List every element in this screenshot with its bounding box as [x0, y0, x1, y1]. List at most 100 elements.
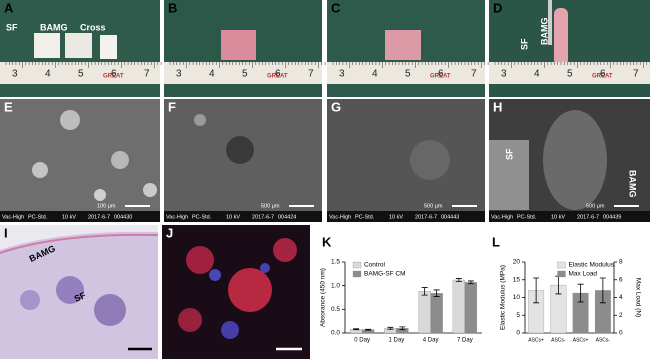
- y-tick-label: 1.5: [331, 259, 340, 266]
- x-tick-label: ASCs+: [573, 337, 589, 343]
- error-bar: [433, 289, 440, 297]
- panel-letter: K: [322, 234, 332, 249]
- ruler-number: 5: [405, 69, 411, 80]
- sem-info: 10 kV: [226, 214, 240, 220]
- sem-info: Vac-High: [329, 214, 351, 220]
- border: [0, 233, 159, 254]
- error-bar: [365, 328, 372, 331]
- bar: [430, 293, 443, 334]
- scale-label: 500 μm: [424, 203, 443, 209]
- error-bar: [421, 287, 428, 296]
- ruler-number: 7: [471, 69, 477, 80]
- error-bar: [353, 328, 360, 331]
- sem-info: Vac-High: [491, 214, 513, 220]
- annotation: SF: [504, 148, 514, 160]
- ruler-number: 3: [339, 69, 345, 80]
- cells: [186, 246, 214, 274]
- scale-label: 500 μm: [261, 203, 280, 209]
- legend-label: Control: [364, 262, 386, 269]
- ruler-number: 4: [209, 69, 215, 80]
- scale-label: 500 μm: [586, 203, 605, 209]
- ruler-number: 6: [111, 69, 117, 80]
- panel-letter: C: [331, 0, 341, 15]
- stain: [20, 290, 40, 310]
- tissue: [221, 30, 256, 60]
- sem-info: 004424: [278, 214, 296, 220]
- panel-letter: A: [4, 0, 14, 15]
- ruler-brand: GREAT: [267, 74, 288, 80]
- y-tick-label: 5: [516, 312, 520, 319]
- y-tick-label: 0: [516, 330, 520, 337]
- info-bar: [489, 211, 650, 222]
- ruler-number: 5: [78, 69, 84, 80]
- y2-tick-label: 6: [619, 276, 623, 283]
- sphere: [111, 151, 129, 169]
- panel-letter: B: [168, 0, 177, 15]
- ruler-number: 3: [176, 69, 182, 80]
- error-bar: [387, 326, 394, 330]
- sem-info: PC-Std.: [355, 214, 375, 220]
- sem-info: 10 kV: [551, 214, 565, 220]
- annotation: SF: [73, 290, 88, 304]
- x-tick-label: 4 Day: [423, 338, 439, 344]
- cells: [178, 308, 202, 332]
- y-tick-label: 0.5: [331, 306, 340, 313]
- legend-swatch: [557, 270, 566, 278]
- y-axis-label: Elastic Modulus (MPa): [500, 265, 507, 330]
- y-tick-label: 1.0: [331, 282, 340, 289]
- sphere: [194, 114, 206, 126]
- ruler-brand: GREAT: [103, 74, 124, 80]
- sem-info: 2017-6-7: [252, 214, 274, 220]
- y-tick-label: 10: [513, 294, 521, 301]
- y-tick-label: 0.0: [331, 330, 340, 337]
- pore: [226, 136, 254, 164]
- y2-tick-label: 8: [619, 259, 623, 266]
- sphere: [60, 110, 80, 130]
- annotation: SF: [519, 38, 529, 50]
- cells: [273, 238, 297, 262]
- sem-info: 2017-6-7: [88, 214, 110, 220]
- legend-swatch: [557, 261, 566, 269]
- legend-swatch: [352, 270, 362, 278]
- sem-info: Vac-High: [2, 214, 24, 220]
- ruler: [327, 62, 485, 84]
- nuclei: [209, 269, 221, 281]
- tissue: [554, 8, 568, 66]
- ruler: [0, 62, 160, 84]
- sem-image: [327, 99, 485, 222]
- info-bar: [327, 211, 485, 222]
- y2-tick-label: 0: [619, 330, 623, 337]
- ruler-number: 5: [242, 69, 248, 80]
- tissue: [385, 30, 421, 60]
- y-tick-label: 20: [513, 259, 521, 266]
- error-bar: [455, 278, 462, 282]
- ruler-number: 6: [600, 69, 606, 80]
- annotation: SF: [6, 22, 18, 32]
- ruler-number: 6: [438, 69, 444, 80]
- sem-info: 2017-6-7: [415, 214, 437, 220]
- tissue: [65, 33, 92, 58]
- panel-letter: E: [4, 99, 13, 114]
- sphere: [143, 183, 157, 197]
- sem-info: 2017-6-7: [577, 214, 599, 220]
- info-bar: [164, 211, 322, 222]
- ruler-number: 4: [534, 69, 540, 80]
- sem-info: PC-Std.: [192, 214, 212, 220]
- ruler-number: 7: [308, 69, 314, 80]
- bar: [452, 279, 466, 334]
- sem-info: PC-Std.: [28, 214, 48, 220]
- sem-info: 004430: [114, 214, 132, 220]
- ruler-number: 7: [144, 69, 150, 80]
- tissue: [100, 35, 117, 59]
- ruler-number: 4: [372, 69, 378, 80]
- error-bar: [399, 326, 406, 331]
- panel-letter: J: [166, 225, 173, 240]
- y-tick-label: 15: [513, 276, 521, 283]
- x-tick-label: ASCs+: [528, 337, 544, 343]
- bar: [464, 282, 478, 334]
- y-axis-label: Absorance (450 nm): [320, 268, 327, 327]
- ruler-brand: GREAT: [592, 74, 613, 80]
- error-bar: [533, 277, 540, 304]
- stain: [94, 294, 126, 326]
